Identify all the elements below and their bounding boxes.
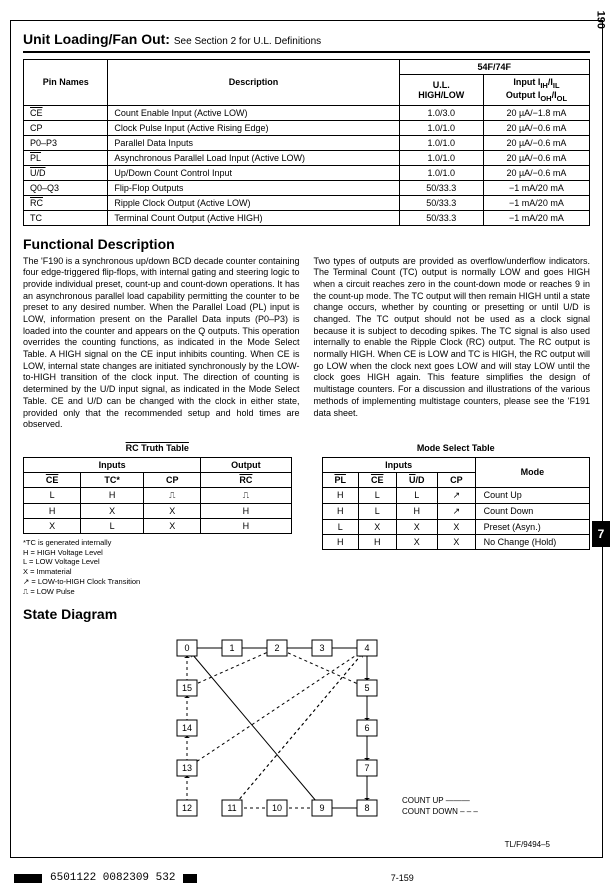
table-row: HLL↗Count Up <box>322 487 590 503</box>
table-row: XLXH <box>24 518 292 533</box>
svg-text:COUNT UP ———: COUNT UP ——— <box>402 796 470 805</box>
chapter-tab: 7 <box>592 521 610 547</box>
legend-line: X = Immaterial <box>23 567 292 577</box>
pin-table: Pin Names Description 54F/74F U.L.HIGH/L… <box>23 59 590 226</box>
table-row: P0–P3Parallel Data Inputs1.0/1.020 µA/−0… <box>24 135 590 150</box>
table-row: U/DUp/Down Count Control Input1.0/1.020 … <box>24 165 590 180</box>
footer-code: 6501122 0082309 532 <box>50 872 175 884</box>
svg-text:13: 13 <box>181 763 191 773</box>
functional-description-body: The 'F190 is a synchronous up/down BCD d… <box>23 256 590 431</box>
table-row: HXXH <box>24 503 292 518</box>
mode-pl: PL <box>322 472 358 487</box>
rc-inputs-header: Inputs <box>24 457 201 472</box>
functional-description-heading: Functional Description <box>23 236 590 252</box>
mode-table-title: Mode Select Table <box>322 443 591 453</box>
table-row: PLAsynchronous Parallel Load Input (Acti… <box>24 150 590 165</box>
svg-text:10: 10 <box>271 803 281 813</box>
rc-rc: RC <box>201 472 291 487</box>
th-group: 54F/74F <box>399 60 589 75</box>
svg-text:1: 1 <box>229 643 234 653</box>
mode-inputs-header: Inputs <box>322 457 475 472</box>
title-text: Unit Loading/Fan Out: <box>23 31 170 47</box>
svg-text:2: 2 <box>274 643 279 653</box>
rc-tc: TC* <box>81 472 144 487</box>
svg-text:12: 12 <box>181 803 191 813</box>
legend-line: ↗ = LOW-to-HIGH Clock Transition <box>23 577 292 587</box>
footer-bar-2 <box>183 874 197 883</box>
func-col-1: The 'F190 is a synchronous up/down BCD d… <box>23 256 300 431</box>
th-pin: Pin Names <box>24 60 108 106</box>
th-ul: U.L.HIGH/LOW <box>399 75 483 106</box>
footer-page: 7-159 <box>205 873 599 883</box>
rc-truth-table: Inputs Output CE TC* CP RC LH⎍⎍HXXHXLXH <box>23 457 292 534</box>
rc-table-title: RC Truth Table <box>23 443 292 453</box>
table-row: HLH↗Count Down <box>322 503 590 519</box>
datasheet-page: 1 9 0 Unit Loading/Fan Out: See Section 2 … <box>10 20 603 858</box>
svg-text:8: 8 <box>364 803 369 813</box>
table-row: RCRipple Clock Output (Active LOW)50/33.… <box>24 195 590 210</box>
page-footer: 6501122 0082309 532 7-159 <box>0 868 613 894</box>
table-row: Q0–Q3Flip-Flop Outputs50/33.3−1 mA/20 mA <box>24 180 590 195</box>
mode-ud: U/D <box>396 472 437 487</box>
footer-bar-1 <box>14 874 42 883</box>
legend-line: ⎍ = LOW Pulse <box>23 587 292 597</box>
th-io: Input IIH/IILOutput IOH/IOL <box>483 75 589 106</box>
legend-line: H = HIGH Voltage Level <box>23 548 292 558</box>
title-sub: See Section 2 for U.L. Definitions <box>174 36 321 47</box>
table-row: TCTerminal Count Output (Active HIGH)50/… <box>24 210 590 225</box>
svg-text:14: 14 <box>181 723 191 733</box>
svg-text:5: 5 <box>364 683 369 693</box>
rc-ce: CE <box>24 472 81 487</box>
mode-select-table: Inputs Mode PL CE U/D CP HLL↗Count UpHLH… <box>322 457 591 550</box>
svg-text:9: 9 <box>319 803 324 813</box>
rc-output-header: Output <box>201 457 291 472</box>
svg-text:15: 15 <box>181 683 191 693</box>
mode-cp: CP <box>438 472 476 487</box>
tl-label: TL/F/9494–5 <box>23 840 590 849</box>
func-col-2-text: Two types of outputs are provided as ove… <box>314 256 591 420</box>
state-diagram-heading: State Diagram <box>23 606 590 622</box>
table-row: LXXXPreset (Asyn.) <box>322 519 590 534</box>
svg-text:0: 0 <box>184 643 189 653</box>
th-desc: Description <box>108 60 399 106</box>
svg-text:7: 7 <box>364 763 369 773</box>
svg-text:6: 6 <box>364 723 369 733</box>
svg-text:11: 11 <box>227 803 236 813</box>
svg-text:4: 4 <box>364 643 369 653</box>
state-diagram: 0123456789101112131415COUNT UP ———COUNT … <box>23 628 590 849</box>
side-page-number: 190 <box>594 11 606 29</box>
table-row: LH⎍⎍ <box>24 487 292 503</box>
mode-ce: CE <box>358 472 396 487</box>
table-row: CECount Enable Input (Active LOW)1.0/3.0… <box>24 105 590 120</box>
mode-mode-header: Mode <box>475 457 589 487</box>
svg-text:COUNT DOWN – – –: COUNT DOWN – – – <box>402 807 478 816</box>
legend-line: L = LOW Voltage Level <box>23 557 292 567</box>
table-row: CPClock Pulse Input (Active Rising Edge)… <box>24 120 590 135</box>
legend: *TC is generated internallyH = HIGH Volt… <box>23 538 292 597</box>
svg-text:3: 3 <box>319 643 324 653</box>
section-title: Unit Loading/Fan Out: See Section 2 for … <box>23 31 590 53</box>
table-row: HHXXNo Change (Hold) <box>322 534 590 549</box>
func-col-2: Two types of outputs are provided as ove… <box>314 256 591 431</box>
rc-cp: CP <box>144 472 201 487</box>
legend-line: *TC is generated internally <box>23 538 292 548</box>
